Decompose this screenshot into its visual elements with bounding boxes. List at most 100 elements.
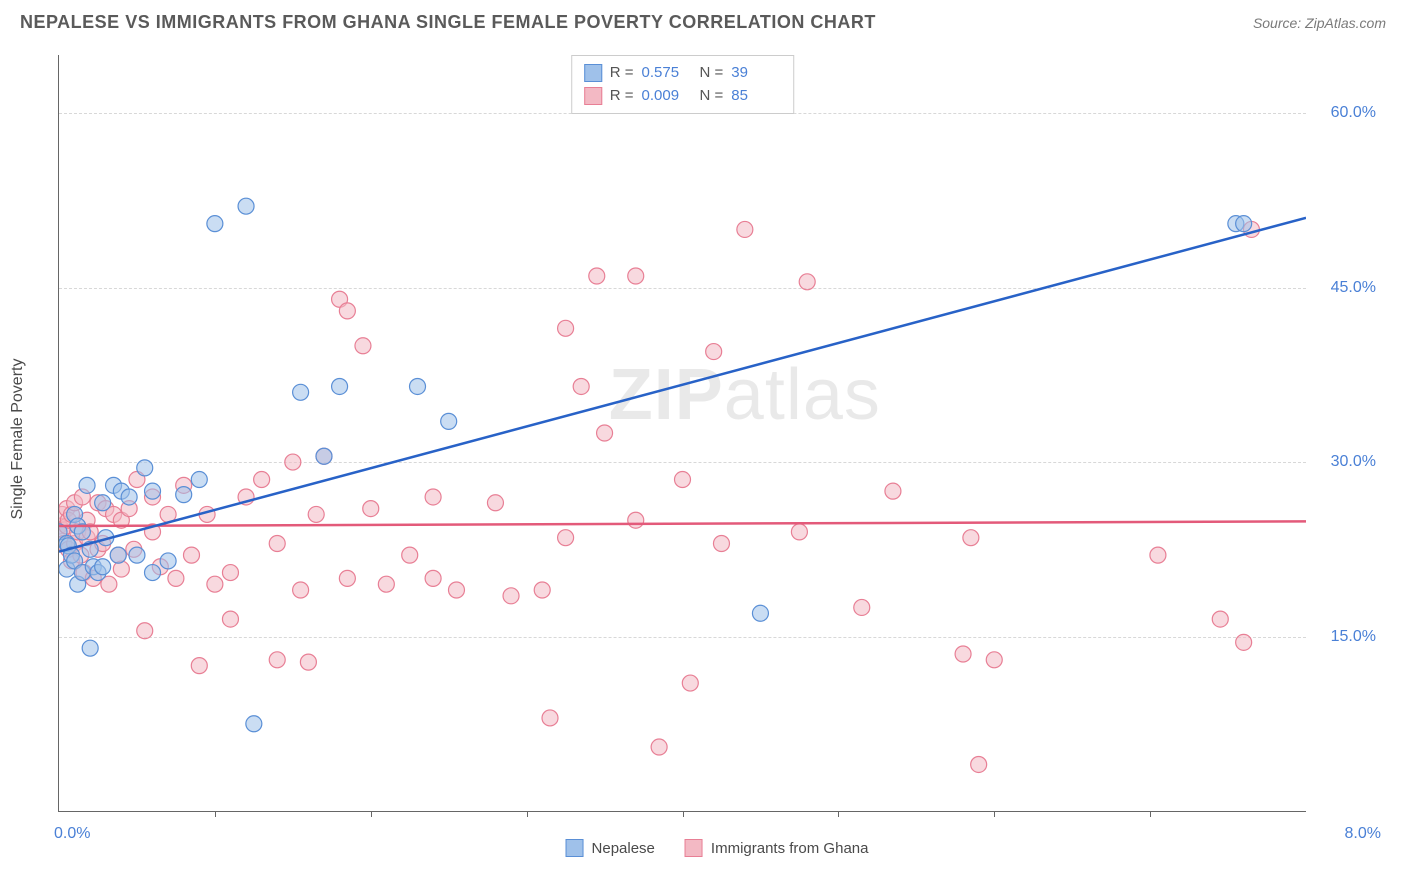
data-point-ghana [854,599,870,615]
data-point-ghana [503,588,519,604]
data-point-ghana [183,547,199,563]
data-point-ghana [885,483,901,499]
y-tick-label: 60.0% [1316,104,1376,122]
y-axis-label: Single Female Poverty [9,358,27,519]
r-label: R = [610,62,634,85]
x-tick [527,811,528,817]
data-point-ghana [339,303,355,319]
data-point-nepalese [129,547,145,563]
data-point-nepalese [110,547,126,563]
data-point-ghana [1212,611,1228,627]
r-label: R = [610,85,634,108]
data-point-ghana [542,710,558,726]
data-point-ghana [963,530,979,546]
x-min-label: 0.0% [54,825,90,843]
data-point-ghana [308,506,324,522]
scatter-svg [59,55,1306,811]
data-point-ghana [628,268,644,284]
data-point-nepalese [410,378,426,394]
swatch-nepalese [584,64,602,82]
data-point-ghana [1236,634,1252,650]
data-point-nepalese [293,384,309,400]
series-legend: Nepalese Immigrants from Ghana [566,839,869,857]
n-label: N = [700,85,724,108]
y-tick-label: 30.0% [1316,453,1376,471]
x-tick [683,811,684,817]
data-point-ghana [355,338,371,354]
n-value: 85 [731,85,781,108]
data-point-nepalese [137,460,153,476]
data-point-ghana [254,472,270,488]
chart-container: Single Female Poverty R = 0.575 N = 39 R… [48,55,1386,822]
data-point-ghana [737,221,753,237]
data-point-ghana [425,489,441,505]
data-point-ghana [589,268,605,284]
data-point-nepalese [332,378,348,394]
legend-swatch-nepalese [566,839,584,857]
legend-swatch-ghana [685,839,703,857]
data-point-ghana [955,646,971,662]
data-point-ghana [363,501,379,517]
legend-item-ghana: Immigrants from Ghana [685,839,869,857]
stat-row-nepalese: R = 0.575 N = 39 [584,62,782,85]
data-point-ghana [339,570,355,586]
data-point-nepalese [176,487,192,503]
data-point-ghana [285,454,301,470]
chart-header: NEPALESE VS IMMIGRANTS FROM GHANA SINGLE… [0,0,1406,41]
x-tick [994,811,995,817]
data-point-ghana [448,582,464,598]
data-point-ghana [682,675,698,691]
data-point-nepalese [145,483,161,499]
data-point-ghana [706,344,722,360]
data-point-nepalese [79,477,95,493]
y-tick-label: 15.0% [1316,628,1376,646]
x-tick [1150,811,1151,817]
data-point-nepalese [95,495,111,511]
regression-line-nepalese [59,218,1306,552]
data-point-ghana [534,582,550,598]
data-point-ghana [713,535,729,551]
data-point-ghana [791,524,807,540]
x-tick [838,811,839,817]
chart-source: Source: ZipAtlas.com [1253,15,1386,31]
data-point-nepalese [95,559,111,575]
data-point-nepalese [145,565,161,581]
n-value: 39 [731,62,781,85]
data-point-ghana [971,756,987,772]
data-point-ghana [269,535,285,551]
data-point-ghana [269,652,285,668]
legend-label-ghana: Immigrants from Ghana [711,840,869,857]
legend-label-nepalese: Nepalese [592,840,655,857]
data-point-ghana [293,582,309,598]
data-point-ghana [425,570,441,586]
data-point-nepalese [316,448,332,464]
data-point-ghana [300,654,316,670]
swatch-ghana [584,87,602,105]
data-point-ghana [168,570,184,586]
data-point-nepalese [752,605,768,621]
data-point-ghana [378,576,394,592]
data-point-ghana [137,623,153,639]
x-max-label: 8.0% [1345,825,1381,843]
data-point-ghana [558,320,574,336]
data-point-nepalese [246,716,262,732]
data-point-ghana [558,530,574,546]
data-point-ghana [487,495,503,511]
data-point-ghana [222,611,238,627]
regression-line-ghana [59,521,1306,526]
legend-item-nepalese: Nepalese [566,839,655,857]
data-point-nepalese [82,640,98,656]
data-point-nepalese [207,216,223,232]
data-point-ghana [986,652,1002,668]
data-point-nepalese [191,472,207,488]
data-point-nepalese [238,198,254,214]
r-value: 0.575 [642,62,692,85]
data-point-nepalese [441,413,457,429]
data-point-ghana [222,565,238,581]
y-tick-label: 45.0% [1316,279,1376,297]
x-tick [371,811,372,817]
data-point-nepalese [160,553,176,569]
data-point-ghana [191,658,207,674]
data-point-nepalese [121,489,137,505]
stat-row-ghana: R = 0.009 N = 85 [584,85,782,108]
